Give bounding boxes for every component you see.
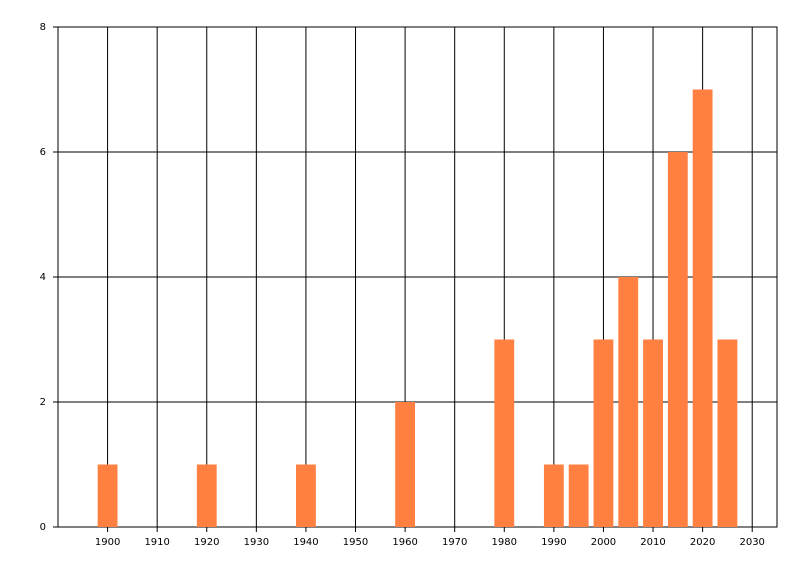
x-tick-label: 1960 (392, 537, 417, 548)
x-tick-label: 1940 (293, 537, 318, 548)
bar (667, 152, 688, 527)
y-tick-label: 2 (40, 397, 46, 408)
x-tick-label: 1900 (95, 537, 120, 548)
x-tick-label: 2020 (690, 537, 715, 548)
x-tick-label: 1950 (343, 537, 368, 548)
y-tick-label: 8 (40, 22, 46, 33)
x-tick-label: 2010 (640, 537, 665, 548)
bar (593, 339, 614, 527)
bar (296, 464, 316, 527)
x-tick-label: 2030 (739, 537, 764, 548)
bar (643, 339, 663, 527)
x-tick-label: 1980 (492, 537, 517, 548)
y-tick-label: 0 (40, 522, 46, 533)
bar (717, 339, 738, 527)
x-tick-label: 2000 (591, 537, 616, 548)
bar (568, 464, 589, 527)
bar (494, 339, 515, 527)
x-tick-label: 1930 (244, 537, 269, 548)
x-tick-label: 1970 (442, 537, 467, 548)
x-tick-label: 1910 (144, 537, 169, 548)
bar (692, 89, 713, 527)
x-tick-label: 1920 (194, 537, 219, 548)
x-tick-label: 1990 (541, 537, 566, 548)
y-tick-label: 6 (40, 147, 46, 158)
bar (618, 277, 639, 527)
bar (196, 464, 217, 527)
bar (543, 464, 564, 527)
y-tick-label: 4 (40, 272, 46, 283)
bar (395, 402, 416, 527)
bar (97, 464, 118, 527)
